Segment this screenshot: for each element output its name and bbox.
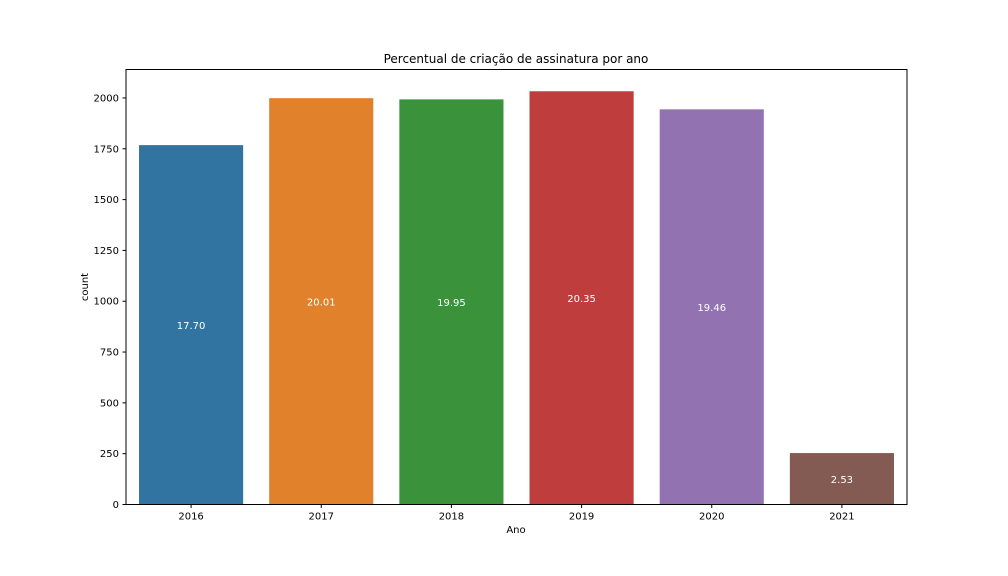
y-tick-label-500: 500 [100, 398, 119, 409]
y-tick-label-750: 750 [100, 348, 119, 359]
plot-frame [125, 69, 908, 505]
bar-data-label-2021: 2.53 [831, 475, 853, 486]
bars-group [139, 91, 894, 505]
x-axis-label: Ano [506, 525, 525, 536]
y-tick-label-0: 0 [113, 500, 119, 511]
chart-title: Percentual de criação de assinatura por … [384, 52, 649, 66]
x-tick-label-2016: 2016 [178, 512, 203, 523]
x-tick-label-2020: 2020 [699, 512, 724, 523]
y-tick-label-250: 250 [100, 449, 119, 460]
bar-labels-group: 17.70 20.01 19.95 20.35 19.46 2.53 [177, 294, 853, 486]
bar-data-label-2017: 20.01 [307, 297, 336, 308]
bar-data-label-2020: 19.46 [697, 303, 726, 314]
y-tick-label-2000: 2000 [94, 93, 119, 104]
x-tick-label-2017: 2017 [309, 512, 334, 523]
y-tick-label-1750: 1750 [94, 144, 119, 155]
x-ticks-group: 2016 2017 2018 2019 2020 2021 [178, 504, 855, 523]
y-tick-label-1000: 1000 [94, 297, 119, 308]
bar-data-label-2018: 19.95 [437, 298, 466, 309]
bar-2016 [139, 145, 244, 505]
x-tick-label-2019: 2019 [569, 512, 594, 523]
bar-2018 [399, 99, 504, 505]
bar-data-label-2019: 20.35 [567, 294, 596, 305]
y-ticks-group: 0 250 500 750 1000 1250 1500 1750 2000 [94, 93, 126, 511]
bar-data-label-2016: 17.70 [177, 321, 206, 332]
y-axis-label: count [80, 273, 91, 301]
x-tick-label-2018: 2018 [439, 512, 464, 523]
bar-2020 [659, 109, 764, 505]
y-tick-label-1250: 1250 [94, 246, 119, 257]
bar-2019 [529, 91, 634, 505]
x-tick-label-2021: 2021 [829, 512, 854, 523]
y-tick-label-1500: 1500 [94, 195, 119, 206]
bar-2017 [269, 98, 374, 505]
bar-2021 [789, 453, 894, 505]
